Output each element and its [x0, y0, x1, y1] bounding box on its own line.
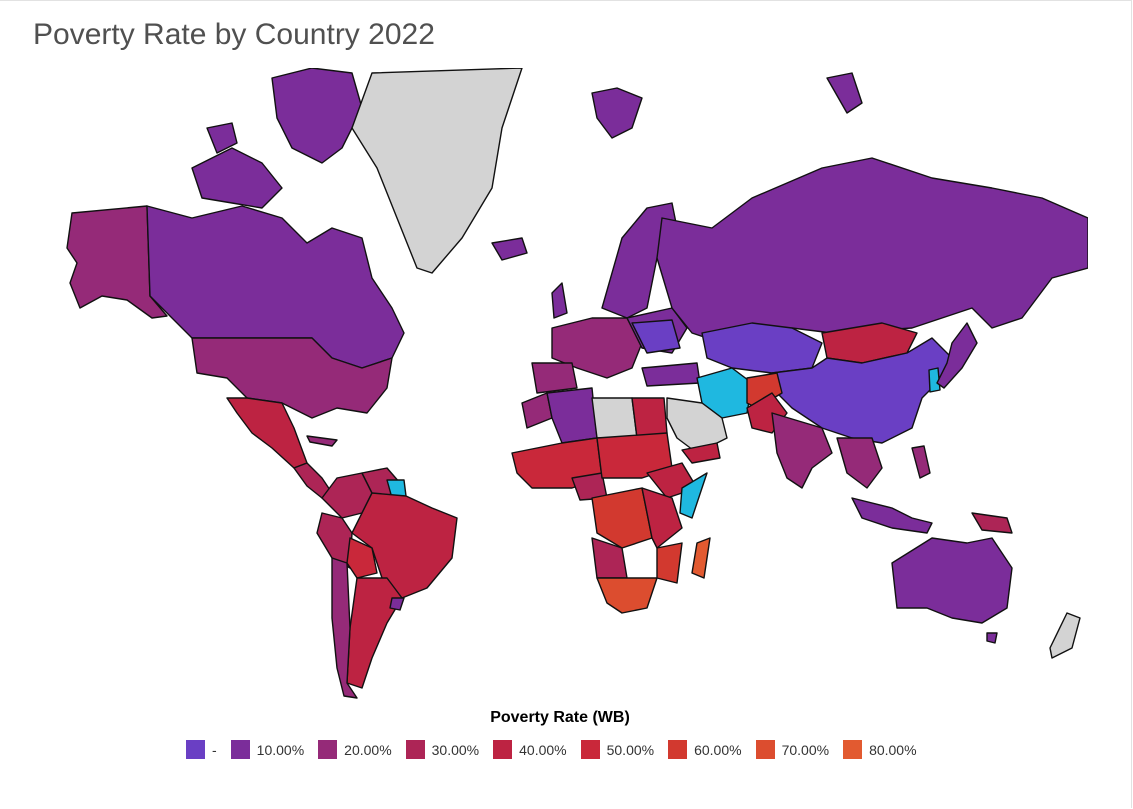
legend-item[interactable]: 40.00%	[493, 740, 567, 759]
country-madagascar[interactable]	[691, 537, 711, 579]
country-uruguay[interactable]	[389, 597, 405, 611]
country-algeria[interactable]	[546, 387, 598, 444]
country-turkey[interactable]	[641, 362, 701, 387]
country-canada-arctic[interactable]	[191, 147, 283, 209]
country-new-zealand[interactable]	[1049, 612, 1081, 659]
country-indonesia[interactable]	[851, 497, 933, 534]
country-mozambique[interactable]	[656, 542, 683, 584]
legend-title: Poverty Rate (WB)	[490, 709, 630, 726]
country-bolivia[interactable]	[346, 537, 378, 579]
country-spain[interactable]	[531, 362, 578, 394]
country-kazakhstan[interactable]	[701, 322, 823, 374]
country-ukraine[interactable]	[631, 319, 681, 354]
legend-label: 70.00%	[781, 741, 830, 758]
legend-swatch	[493, 740, 513, 759]
country-western-europe[interactable]	[551, 317, 643, 379]
legend-label: 10.00%	[256, 741, 305, 758]
country-russia-arctic[interactable]	[591, 87, 643, 139]
legend-label: 80.00%	[869, 741, 917, 758]
legend-swatch	[755, 740, 775, 759]
legend-item[interactable]: 50.00%	[580, 740, 655, 759]
legend-item[interactable]: 60.00%	[668, 740, 742, 759]
legend-item[interactable]: 80.00%	[843, 740, 917, 759]
country-philippines[interactable]	[911, 445, 931, 479]
legend-item[interactable]: 10.00%	[230, 740, 305, 759]
country-south-korea[interactable]	[928, 367, 941, 393]
country-canada-arctic-2[interactable]	[271, 68, 363, 164]
legend-label: 60.00%	[694, 741, 742, 758]
legend-swatch	[186, 740, 205, 759]
country-somalia[interactable]	[679, 472, 708, 519]
legend-swatch	[668, 740, 688, 759]
country-east-africa[interactable]	[641, 487, 683, 549]
country-russia-arctic-2[interactable]	[826, 72, 863, 114]
country-argentina[interactable]	[346, 577, 403, 689]
country-greenland[interactable]	[351, 68, 523, 274]
country-southeast-asia[interactable]	[836, 437, 883, 489]
country-papua-new-guinea[interactable]	[971, 512, 1013, 534]
legend-swatch	[405, 740, 425, 759]
country-cuba[interactable]	[306, 435, 338, 447]
legend-swatch	[230, 740, 250, 759]
legend-swatch	[318, 740, 338, 759]
legend-label: -	[212, 741, 217, 758]
country-usa[interactable]	[191, 337, 393, 419]
country-uk[interactable]	[551, 282, 568, 319]
country-japan[interactable]	[936, 322, 978, 389]
world-map	[66, 68, 1088, 699]
country-brazil[interactable]	[351, 492, 458, 599]
legend-item[interactable]: -	[186, 740, 217, 759]
legend-label: 30.00%	[431, 741, 480, 758]
country-russia[interactable]	[656, 157, 1088, 344]
legend-item[interactable]: 30.00%	[405, 740, 480, 759]
country-libya[interactable]	[591, 397, 638, 439]
country-south-africa[interactable]	[596, 577, 658, 614]
legend-item[interactable]: 70.00%	[755, 740, 830, 759]
country-chile[interactable]	[331, 557, 358, 699]
legend-swatch	[580, 740, 600, 759]
map-title: Poverty Rate by Country 2022	[33, 18, 435, 51]
country-india[interactable]	[771, 412, 833, 489]
legend-label: 40.00%	[519, 741, 567, 758]
legend-label: 50.00%	[606, 741, 655, 758]
legend-item[interactable]: 20.00%	[318, 740, 392, 759]
country-iceland[interactable]	[491, 237, 528, 261]
legend: - 10.00% 20.00% 30.00% 40.00% 50.00% 60.00% 70.…	[186, 740, 931, 759]
country-canada-arctic-3[interactable]	[206, 122, 238, 154]
legend-swatch	[843, 740, 863, 759]
country-tasmania[interactable]	[986, 632, 998, 644]
country-egypt[interactable]	[631, 397, 668, 439]
country-drc[interactable]	[591, 487, 653, 549]
country-australia[interactable]	[891, 537, 1013, 624]
country-yemen[interactable]	[681, 442, 721, 464]
legend-label: 20.00%	[344, 741, 392, 758]
